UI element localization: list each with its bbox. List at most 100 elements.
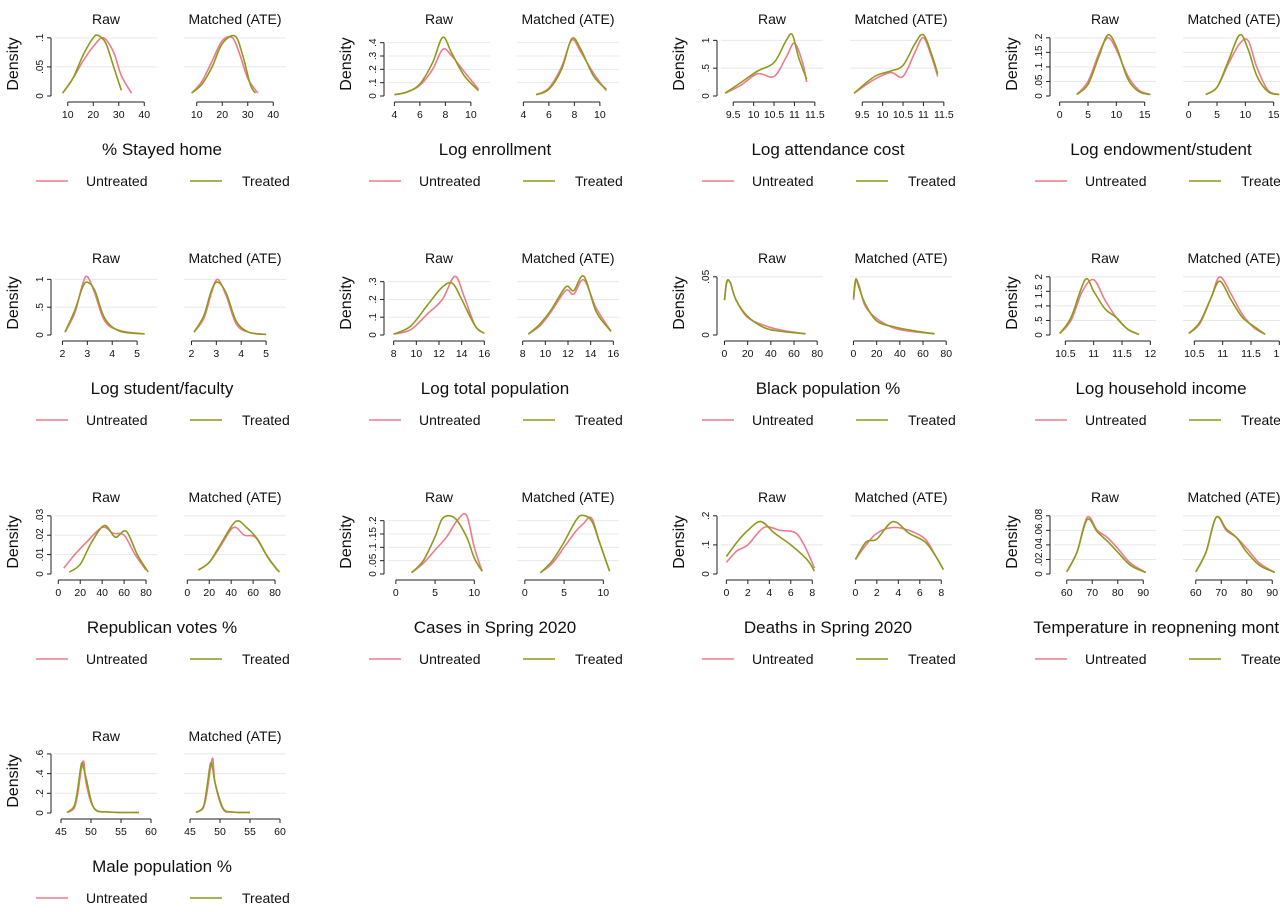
x-tick-label: 14 [456,348,468,360]
legend-untreated-label: Untreated [752,173,813,189]
legend-treated-label: Treated [1241,651,1280,667]
x-tick-label: 0 [184,587,190,599]
x-tick-label: 6 [917,587,923,599]
y-tick-label: 0 [35,332,46,338]
treated-density-line [191,34,257,94]
y-tick-label: .1 [368,543,379,552]
x-tick-label: 5 [1214,109,1220,121]
subplot-title: Cases in Spring 2020 [414,618,577,637]
treated-density-line [852,278,935,335]
y-tick-label: .2 [1034,33,1045,42]
y-tick-label: 0 [35,571,46,577]
treated-density-line [394,36,480,96]
treated-density-line [539,514,611,574]
x-tick-label: 2 [189,348,195,360]
x-tick-label: 10.5 [764,109,785,121]
x-tick-label: 10 [465,109,477,121]
x-tick-label: 10 [1110,109,1122,121]
x-tick-label: 6 [788,587,794,599]
untreated-density-line [393,275,485,335]
panel-title: Matched (ATE) [188,489,281,505]
x-tick-label: 0 [852,587,858,599]
y-axis-label: Density [671,37,688,90]
subplot-10: Density Raw 0 2 4 6 8 0 .1 .2 Matched (ATE) 0 2 4 6 8 De… [671,489,956,667]
x-tick-label: 10 [1239,109,1251,121]
x-tick-label: 15 [1139,109,1151,121]
subplot-title: Log total population [421,379,569,398]
subplot-9: Density Raw 0 5 10 0 .05.1 .15 .2 Matched (ATE) 0 5… [338,489,623,667]
x-tick-label: 20 [871,348,883,360]
x-tick-label: 4 [520,109,526,121]
x-tick-label: 2 [745,587,751,599]
subplot-title: Temperature in reopnening month [1033,618,1280,637]
x-tick-label: 20 [742,348,754,360]
x-tick-label: 11 [1088,348,1099,360]
x-tick-label: 40 [894,348,906,360]
panel-title: Matched (ATE) [854,250,947,266]
y-axis-label: Density [338,276,355,329]
legend-untreated-label: Untreated [86,890,147,906]
x-tick-label: 5 [432,587,438,599]
x-tick-label: 90 [1266,587,1278,599]
treated-density-line [61,34,123,94]
panel-title: Raw [758,11,787,27]
panel-title: Matched (ATE) [1187,489,1280,505]
treated-density-line [1066,518,1147,574]
subplot-title: Log household income [1075,379,1246,398]
x-tick-label: 8 [809,587,815,599]
x-tick-label: 11 [918,109,929,121]
x-tick-label: 80 [1241,587,1253,599]
x-tick-label: 45 [184,826,196,838]
y-tick-label: 1 [701,37,712,43]
y-tick-label: 0 [368,571,379,577]
x-tick-label: 60 [274,826,286,838]
panel-title: Matched (ATE) [1187,11,1280,27]
legend-treated-label: Treated [908,173,956,189]
y-tick-label: .2 [701,511,712,520]
y-tick-label: .06 [1034,523,1045,537]
treated-density-line [1205,33,1280,96]
treated-density-line [527,275,612,335]
treated-density-line [68,524,149,573]
x-tick-label: 10 [410,348,422,360]
y-axis-label: Density [5,37,22,90]
x-tick-label: 60 [1190,587,1202,599]
panel-title: Raw [425,489,454,505]
y-axis-label: Density [5,515,22,568]
treated-density-line [854,520,945,570]
subplot-title: Male population % [92,857,232,876]
legend-untreated-label: Untreated [752,412,813,428]
legend-treated-label: Treated [1241,412,1280,428]
treated-density-line [1195,515,1276,574]
x-tick-label: 5 [263,348,269,360]
y-tick-label: 0 [701,93,712,99]
x-tick-label: 8 [571,109,577,121]
panel-title: Raw [92,250,121,266]
treated-density-line [1059,277,1140,336]
x-tick-label: 10.5 [1184,348,1205,360]
x-tick-label: 0 [851,348,857,360]
legend-treated-label: Treated [242,651,290,667]
panel-title: Matched (ATE) [854,11,947,27]
x-tick-label: 5 [134,348,140,360]
x-tick-label: 10 [594,109,606,121]
x-tick-label: 8 [442,109,448,121]
panel-title: Raw [425,250,454,266]
x-tick-label: 10 [62,109,74,121]
y-axis-label: Density [5,276,22,329]
y-axis-label: Density [1004,37,1021,90]
panel-title: Matched (ATE) [854,489,947,505]
x-tick-label: 12 [562,348,574,360]
panel-title: Raw [1091,489,1120,505]
y-axis-label: Density [1004,515,1021,568]
subplot-6: Density Raw 0 20 40 60 80 0 .05 Matched (ATE) 0 20 4… [671,250,956,428]
panel-title: Raw [92,728,121,744]
y-tick-label: .05 [35,60,46,74]
x-tick-label: 40 [138,109,150,121]
x-tick-label: 8 [938,587,944,599]
treated-density-line [393,281,485,335]
x-tick-label: 8 [391,348,397,360]
treated-density-line [195,761,251,814]
x-tick-label: 5 [1085,109,1091,121]
panel-title: Raw [1091,250,1120,266]
